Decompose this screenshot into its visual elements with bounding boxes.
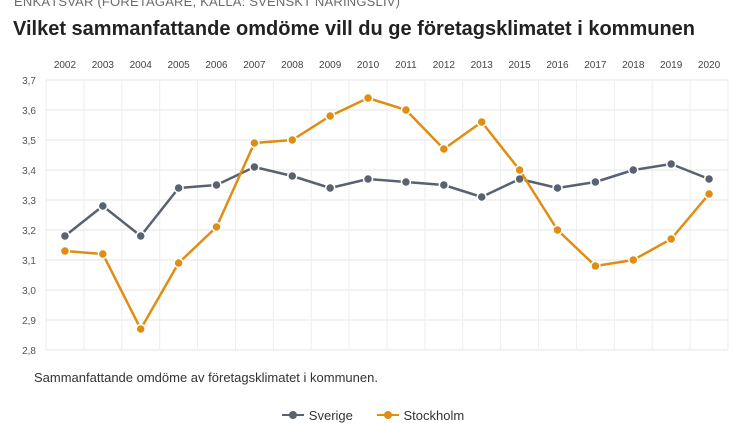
legend-item-stockholm[interactable]: Stockholm [376, 407, 465, 423]
data-point-stockholm[interactable] [173, 257, 184, 269]
legend-label-stockholm: Stockholm [403, 407, 465, 423]
x-tick-label: 2009 [319, 60, 342, 71]
x-tick-label: 2018 [622, 60, 645, 71]
data-point-stockholm[interactable] [400, 104, 412, 116]
y-tick-label: 3,5 [22, 136, 36, 147]
data-point-sverige[interactable] [97, 200, 109, 212]
x-tick-label: 2013 [471, 60, 494, 71]
legend-item-sverige[interactable]: Sverige [281, 407, 353, 423]
series-lines [59, 92, 715, 335]
data-point-sverige[interactable] [324, 182, 336, 194]
data-point-sverige[interactable] [476, 191, 487, 203]
data-point-sverige[interactable] [665, 158, 677, 170]
chart-caption: Sammanfattande omdöme av företagsklimate… [34, 370, 378, 385]
x-tick-label: 2008 [281, 60, 304, 71]
data-point-sverige[interactable] [173, 182, 184, 194]
data-point-stockholm[interactable] [514, 164, 525, 176]
data-point-sverige[interactable] [628, 164, 639, 176]
data-point-sverige[interactable] [287, 170, 298, 182]
x-tick-label: 2019 [660, 60, 683, 71]
data-point-sverige[interactable] [438, 179, 450, 191]
chart-title: Vilket sammanfattande omdöme vill du ge … [13, 18, 696, 40]
data-point-stockholm[interactable] [703, 188, 715, 200]
data-point-sverige[interactable] [400, 176, 412, 188]
data-point-stockholm[interactable] [628, 254, 639, 266]
x-axis-labels: 2002 2003 2004 2005 2006 2007 2008 2009 2010 2011… [54, 60, 721, 71]
data-point-sverige[interactable] [135, 230, 146, 242]
x-tick-label: 2002 [54, 60, 77, 71]
y-axis-labels: 2,8 2,9 3,0 3,1 3,2 3,3 3,4 3,5 3,6 3,7 [22, 76, 36, 357]
y-tick-label: 3,3 [22, 196, 36, 207]
y-tick-label: 3,6 [22, 106, 36, 117]
y-tick-label: 3,1 [22, 256, 36, 267]
data-point-stockholm[interactable] [590, 260, 601, 272]
data-point-stockholm[interactable] [211, 221, 222, 233]
legend-swatch-stockholm [376, 411, 399, 419]
x-tick-label: 2017 [584, 60, 607, 71]
data-point-stockholm[interactable] [362, 92, 374, 104]
legend-swatch-sverige [281, 411, 304, 419]
data-point-sverige[interactable] [211, 179, 222, 191]
data-point-stockholm[interactable] [476, 116, 487, 128]
chart-supertitle: ENKÄTSVAR (FÖRETAGARE, KÄLLA: SVENSKT NÄ… [14, 0, 401, 9]
x-tick-label: 2006 [205, 60, 228, 71]
grid-lines [45, 79, 729, 351]
data-point-sverige[interactable] [59, 230, 71, 242]
y-tick-label: 3,7 [22, 76, 36, 87]
data-point-stockholm[interactable] [665, 233, 677, 245]
x-tick-label: 2011 [395, 60, 417, 71]
data-point-sverige[interactable] [703, 173, 715, 185]
legend-label-sverige: Sverige [308, 407, 353, 423]
x-tick-label: 2005 [167, 60, 190, 71]
series-line-stockholm [64, 96, 711, 331]
data-point-stockholm[interactable] [135, 323, 146, 335]
y-tick-label: 3,2 [22, 226, 36, 237]
x-tick-label: 2010 [357, 60, 380, 71]
data-point-stockholm[interactable] [438, 143, 450, 155]
y-tick-label: 2,9 [22, 316, 36, 327]
legend: Sverige Stockholm [0, 404, 746, 423]
y-tick-label: 3,0 [22, 286, 36, 297]
x-tick-label: 2007 [243, 60, 266, 71]
data-point-sverige[interactable] [590, 176, 601, 188]
x-tick-label: 2016 [546, 60, 569, 71]
data-point-stockholm[interactable] [552, 224, 563, 236]
series-line-sverige [64, 162, 710, 238]
x-tick-label: 2020 [698, 60, 721, 71]
y-tick-label: 2,8 [22, 346, 36, 357]
data-point-sverige[interactable] [552, 182, 563, 194]
x-tick-label: 2003 [92, 60, 115, 71]
x-tick-label: 2012 [433, 60, 456, 71]
data-point-stockholm[interactable] [324, 110, 336, 122]
data-point-sverige[interactable] [362, 173, 374, 185]
data-point-sverige[interactable] [249, 161, 260, 173]
data-point-stockholm[interactable] [97, 248, 109, 260]
y-tick-label: 3,4 [22, 166, 36, 177]
data-point-stockholm[interactable] [59, 245, 71, 257]
data-point-stockholm[interactable] [287, 134, 298, 146]
x-tick-label: 2004 [130, 60, 153, 71]
x-tick-label: 2015 [508, 60, 531, 71]
data-point-stockholm[interactable] [249, 137, 260, 149]
